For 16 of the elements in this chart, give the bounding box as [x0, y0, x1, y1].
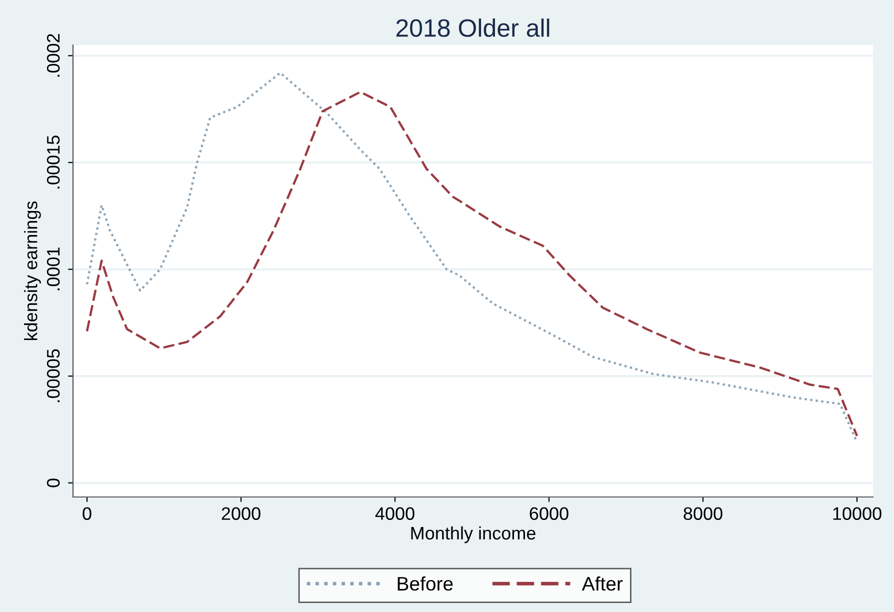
- x-tick-label: 4000: [375, 507, 414, 520]
- legend-label: Before: [398, 576, 453, 591]
- x-tick-label: 10000: [833, 507, 882, 520]
- y-tick-label: 0: [46, 478, 60, 488]
- y-tick-label: .00005: [46, 349, 60, 402]
- x-axis-title: Monthly income: [411, 526, 536, 544]
- y-tick-label: .0001: [46, 248, 60, 290]
- chart-title: 2018 Older all: [396, 18, 550, 37]
- legend-label: After: [582, 576, 623, 591]
- x-tick-label: 2000: [222, 507, 260, 520]
- x-tick-label: 6000: [530, 507, 568, 520]
- x-tick-label: 8000: [684, 507, 722, 520]
- y-tick-label: .00015: [46, 136, 60, 188]
- y-axis-title: kdensity earnings: [24, 201, 41, 340]
- x-tick-label: 0: [82, 507, 92, 520]
- y-tick-label: .0002: [46, 34, 60, 77]
